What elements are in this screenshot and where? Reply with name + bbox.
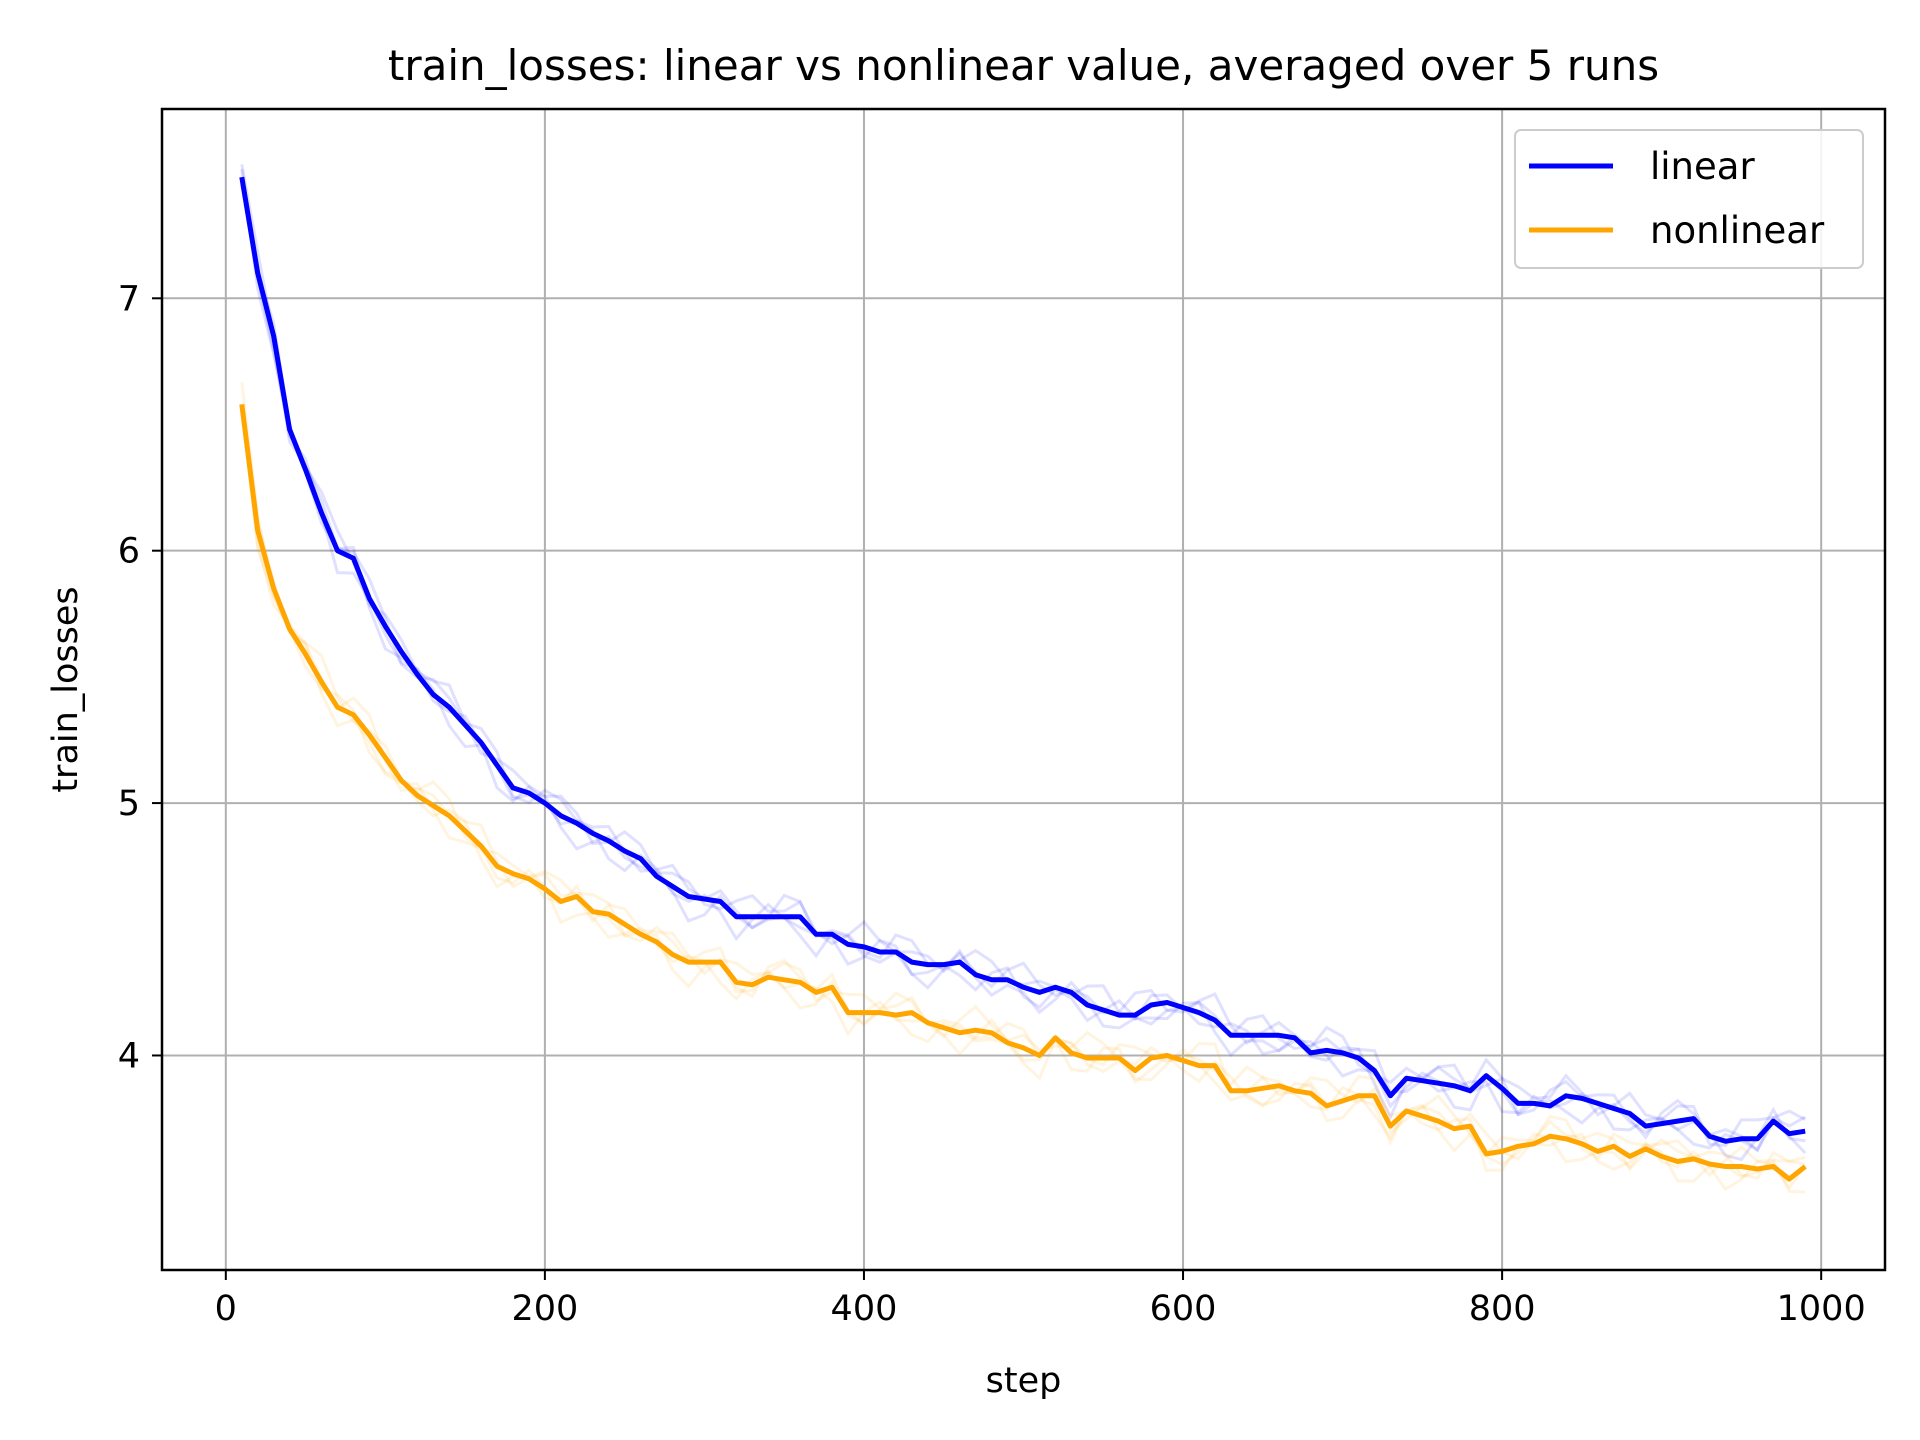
run-trace-linear	[240, 168, 1806, 1162]
chart-title: train_losses: linear vs nonlinear value,…	[388, 41, 1659, 90]
axis-ticks: 0 200 400 600 800 1000 4 5 6 7	[118, 279, 1866, 1329]
y-axis-label: train_losses	[46, 586, 86, 792]
grid	[162, 109, 1885, 1270]
run-trace-linear	[240, 164, 1806, 1153]
x-tick-label: 200	[511, 1289, 578, 1329]
series-line-nonlinear	[239, 403, 1807, 1182]
x-tick-label: 0	[215, 1289, 237, 1329]
x-tick-label: 600	[1150, 1289, 1217, 1329]
series-lines	[239, 176, 1807, 1182]
legend: linear nonlinear	[1514, 129, 1864, 269]
legend-label-linear: linear	[1650, 145, 1755, 188]
run-trace-linear	[240, 183, 1806, 1148]
run-trace-linear	[240, 184, 1807, 1155]
legend-label-nonlinear: nonlinear	[1650, 209, 1825, 252]
x-tick-label: 400	[831, 1289, 898, 1329]
x-axis-label: step	[986, 1361, 1062, 1401]
y-tick-label: 5	[118, 784, 140, 824]
y-tick-label: 6	[118, 532, 140, 572]
run-trace-nonlinear	[240, 406, 1807, 1192]
run-trace-nonlinear	[240, 407, 1806, 1194]
run-trace-nonlinear	[240, 406, 1806, 1178]
series-line-linear	[239, 176, 1806, 1144]
x-tick-label: 800	[1469, 1289, 1536, 1329]
y-tick-label: 4	[118, 1036, 140, 1076]
plot-frame	[160, 107, 1887, 1272]
x-tick-label: 1000	[1777, 1289, 1866, 1329]
y-tick-label: 7	[118, 279, 140, 319]
run-variance-bands	[240, 164, 1807, 1194]
